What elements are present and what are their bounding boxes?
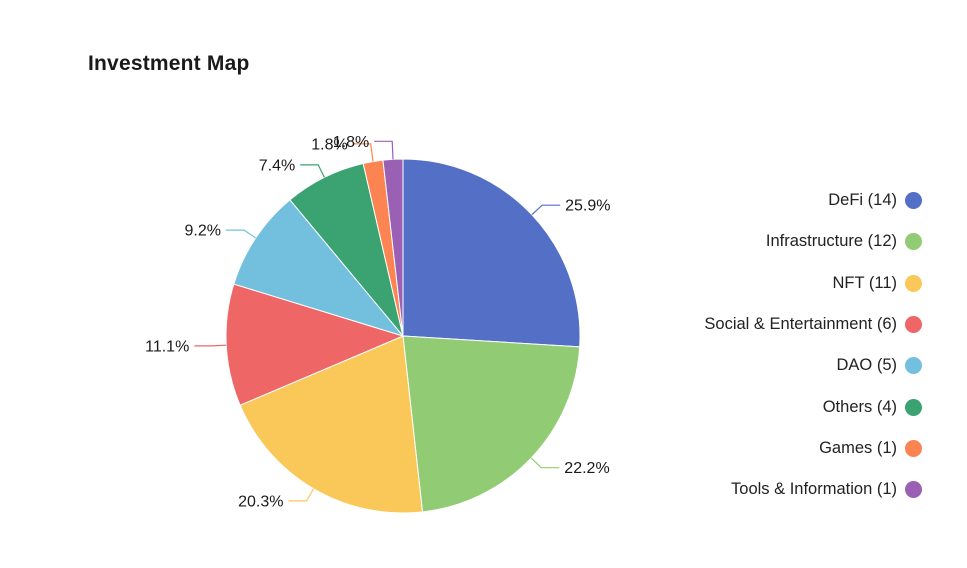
legend-label: Infrastructure (12) (765, 232, 897, 251)
leader-line-3 (194, 344, 227, 347)
legend-item-defi[interactable]: DeFi (14) (630, 180, 922, 221)
leader-line-1 (530, 457, 560, 469)
data-label-3: 11.1% (145, 338, 189, 355)
leader-line-6 (352, 143, 374, 162)
pie-slice-1[interactable] (402, 335, 581, 513)
pie-slice-2[interactable] (239, 335, 424, 514)
legend-item-nft[interactable]: NFT (11) (630, 263, 922, 304)
legend-item-tools-information[interactable]: Tools & Information (1) (630, 469, 922, 510)
legend-label: Games (1) (819, 438, 897, 457)
legend-item-social-entertainment[interactable]: Social & Entertainment (6) (630, 304, 922, 345)
legend-label: NFT (11) (832, 273, 897, 292)
legend-label: DAO (5) (836, 356, 897, 375)
legend-swatch (905, 192, 922, 210)
data-label-0: 25.9% (565, 198, 610, 215)
leader-line-4 (226, 229, 257, 239)
legend-item-dao[interactable]: DAO (5) (630, 345, 922, 386)
legend: DeFi (14) Infrastructure (12) NFT (11) S… (630, 180, 922, 510)
legend-item-others[interactable]: Others (4) (630, 386, 922, 427)
legend-label: DeFi (14) (828, 191, 897, 210)
leader-line-2 (288, 488, 315, 502)
leader-line-7 (374, 140, 394, 160)
pie-slice-0[interactable] (402, 158, 581, 348)
legend-label: Social & Entertainment (6) (704, 315, 897, 334)
pie-slice-3[interactable] (225, 283, 405, 406)
legend-swatch (905, 398, 922, 416)
legend-swatch (905, 439, 922, 457)
data-label-4: 9.2% (185, 223, 221, 240)
data-label-7: 1.8% (333, 134, 369, 151)
legend-label: Others (4) (822, 397, 897, 416)
data-label-5: 7.4% (259, 157, 295, 174)
data-label-1: 22.2% (564, 460, 609, 477)
data-label-2: 20.3% (238, 493, 283, 510)
legend-swatch (905, 274, 922, 292)
data-label-6: 1.8% (311, 136, 347, 153)
legend-swatch (905, 357, 922, 375)
legend-swatch (905, 316, 922, 334)
leader-line-0 (531, 204, 561, 216)
legend-label: Tools & Information (1) (731, 480, 897, 499)
legend-item-games[interactable]: Games (1) (630, 428, 922, 469)
leader-line-5 (300, 164, 325, 178)
legend-swatch (905, 481, 922, 499)
legend-swatch (905, 233, 922, 251)
chart-title: Investment Map (88, 52, 250, 75)
legend-item-infrastructure[interactable]: Infrastructure (12) (630, 221, 922, 262)
